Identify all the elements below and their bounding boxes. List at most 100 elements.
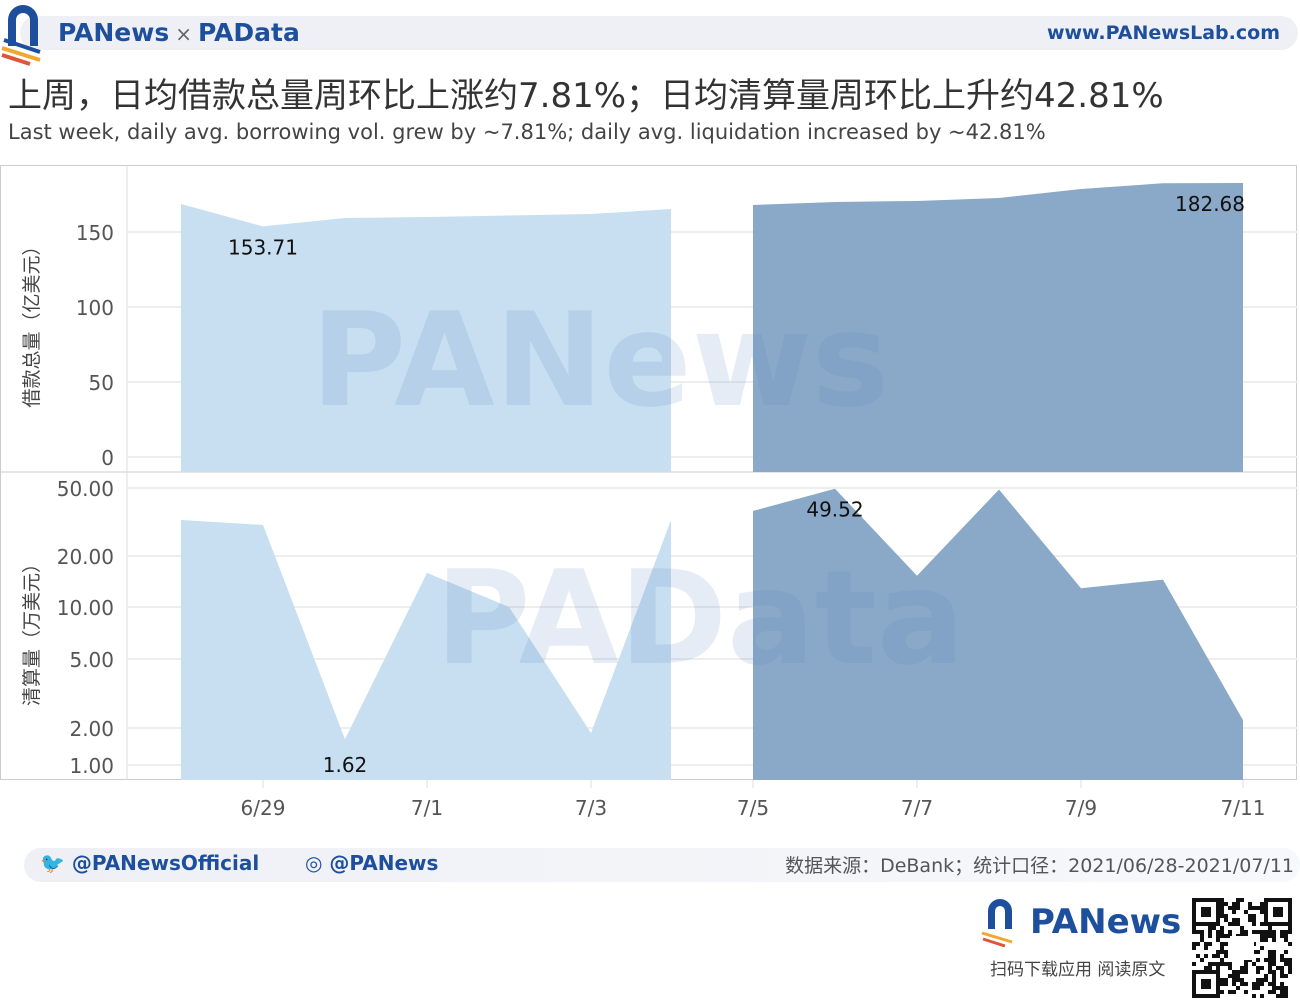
qr-finder [1201, 907, 1211, 917]
qr-module [1268, 958, 1272, 962]
qr-module [1284, 994, 1288, 998]
panews-logo-icon-footer [981, 899, 1013, 947]
qr-module [1284, 934, 1288, 938]
qr-module [1252, 930, 1256, 934]
qr-module [1244, 990, 1248, 994]
qr-module [1216, 950, 1220, 954]
qr-module [1228, 966, 1232, 970]
qr-module [1192, 962, 1196, 966]
scan-prompt: 扫码下载应用 阅读原文 [990, 960, 1166, 980]
site-url[interactable]: www.PANewsLab.com [1046, 22, 1280, 44]
qr-module [1268, 950, 1272, 954]
qr-module [1232, 922, 1236, 926]
qr-module [1268, 990, 1272, 994]
qr-module [1200, 930, 1204, 934]
qr-center-logo [1230, 936, 1254, 960]
qr-module [1224, 962, 1228, 966]
qr-module [1192, 926, 1196, 930]
brand-panews: PANews [58, 18, 170, 47]
y-tick-label: 1.00 [69, 754, 114, 778]
qr-module [1288, 930, 1292, 934]
qr-module [1280, 958, 1284, 962]
qr-module [1240, 982, 1244, 986]
qr-module [1196, 954, 1200, 958]
qr-module [1280, 990, 1284, 994]
qr-module [1284, 958, 1288, 962]
qr-module [1288, 966, 1292, 970]
qr-module [1288, 970, 1292, 974]
qr-module [1236, 986, 1240, 990]
qr-module [1288, 942, 1292, 946]
qr-finder [1192, 970, 1220, 998]
qr-module [1260, 902, 1264, 906]
data-label: 49.52 [806, 498, 863, 522]
qr-module [1224, 950, 1228, 954]
y-axis-label-borrowing: 借款总量（亿美元） [21, 236, 43, 407]
twitter-handle[interactable]: 🐦 @PANewsOfficial [40, 851, 259, 875]
qr-module [1280, 930, 1284, 934]
qr-module [1220, 942, 1224, 946]
qr-module [1232, 978, 1236, 982]
qr-module [1260, 906, 1264, 910]
qr-module [1256, 966, 1260, 970]
area-series-week1 [181, 203, 671, 472]
y-axis-label-liquidation: 清算量（万美元） [21, 554, 43, 706]
qr-module [1220, 982, 1224, 986]
qr-module [1224, 978, 1228, 982]
qr-module [1208, 962, 1212, 966]
qr-module [1284, 990, 1288, 994]
qr-module [1288, 926, 1292, 930]
qr-module [1256, 970, 1260, 974]
qr-module [1272, 962, 1276, 966]
watermark-panews: PANews [311, 284, 889, 436]
qr-module [1284, 962, 1288, 966]
qr-module [1228, 906, 1232, 910]
qr-module [1236, 898, 1240, 902]
qr-module [1212, 962, 1216, 966]
weibo-icon: ◎ [305, 851, 323, 875]
chart-area: PANews PAData 0 50 100 150 153.71 182.68 1.00 2… [0, 165, 1297, 820]
qr-module [1220, 946, 1224, 950]
y-tick-label: 2.00 [69, 717, 114, 741]
qr-module [1208, 926, 1212, 930]
qr-module [1220, 926, 1224, 930]
qr-module [1200, 934, 1204, 938]
area-series-week1 [181, 519, 671, 780]
qr-module [1216, 930, 1220, 934]
twitter-icon: 🐦 [40, 851, 65, 875]
x-tick-label: 7/11 [1221, 796, 1266, 820]
weibo-handle[interactable]: ◎ @PANews [305, 851, 438, 875]
qr-module [1248, 906, 1252, 910]
qr-module [1280, 934, 1284, 938]
qr-module [1244, 962, 1248, 966]
qr-module [1236, 906, 1240, 910]
qr-code[interactable] [1190, 896, 1294, 1000]
qr-module [1252, 986, 1256, 990]
qr-module [1224, 914, 1228, 918]
qr-module [1272, 970, 1276, 974]
qr-module [1252, 922, 1256, 926]
footer-logo-text: PANews [1030, 902, 1182, 942]
qr-module [1232, 974, 1236, 978]
qr-module [1232, 982, 1236, 986]
header-bar [20, 16, 1298, 50]
qr-module [1260, 930, 1264, 934]
qr-module [1264, 938, 1268, 942]
qr-module [1240, 926, 1244, 930]
qr-module [1264, 974, 1268, 978]
qr-module [1220, 898, 1224, 902]
qr-module [1260, 994, 1264, 998]
qr-module [1252, 994, 1256, 998]
qr-module [1256, 930, 1260, 934]
qr-module [1220, 962, 1224, 966]
qr-module [1236, 922, 1240, 926]
qr-module [1216, 938, 1220, 942]
qr-module [1268, 930, 1272, 934]
qr-finder [1192, 898, 1220, 926]
qr-module [1272, 954, 1276, 958]
qr-module [1204, 942, 1208, 946]
qr-module [1272, 950, 1276, 954]
qr-module [1220, 930, 1224, 934]
qr-module [1252, 982, 1256, 986]
qr-module [1208, 966, 1212, 970]
